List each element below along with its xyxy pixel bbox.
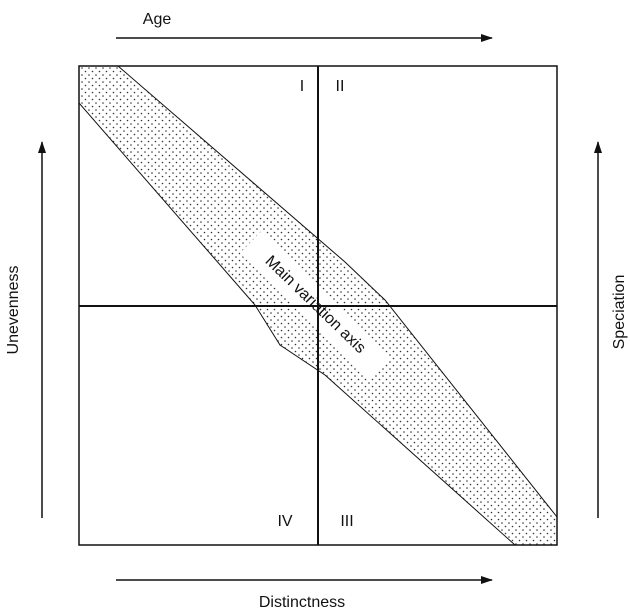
axis-label: Age xyxy=(143,11,172,28)
axis-label: Speciation xyxy=(611,275,628,350)
quadrant-label: III xyxy=(340,513,353,530)
quadrant-label: I xyxy=(300,78,304,95)
quadrant-label: IV xyxy=(277,513,292,530)
axis-label: Unevenness xyxy=(5,266,22,355)
axis-label: Distinctness xyxy=(259,594,345,611)
quadrant-label: II xyxy=(336,78,345,95)
